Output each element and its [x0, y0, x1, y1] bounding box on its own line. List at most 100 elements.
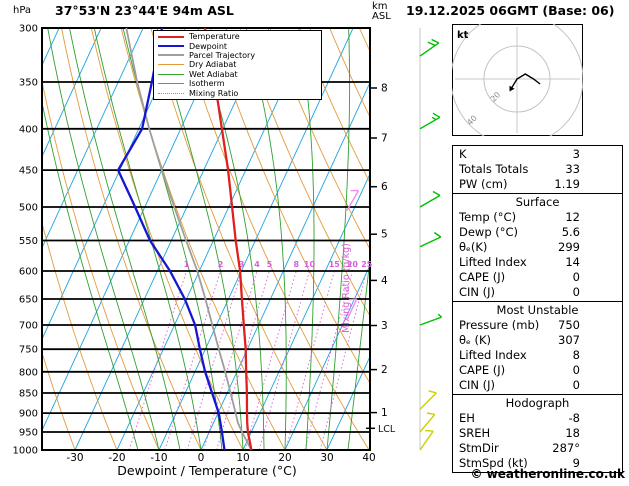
svg-text:6: 6: [381, 181, 388, 193]
mixing-ratio-labels: 1 2 3 4 5 8 10 15 20 25: [184, 260, 373, 269]
legend-swatch: [158, 35, 184, 38]
svg-text:500: 500: [19, 203, 38, 214]
stat-value: 0: [572, 270, 580, 284]
wind-barb: [419, 412, 436, 433]
svg-text:-10: -10: [150, 452, 167, 464]
stat-row: Totals Totals 33: [453, 162, 622, 177]
pressure-tick-labels: 300 350 400 450 500 550 600 650 700 750 800 850 900 9…: [13, 24, 38, 457]
svg-text:25: 25: [361, 260, 373, 269]
stat-row: PW (cm) 1.19: [453, 177, 622, 192]
legend-label: Wet Adiabat: [189, 69, 238, 79]
wind-barb: [346, 189, 360, 211]
svg-text:800: 800: [19, 367, 38, 378]
svg-text:40: 40: [362, 452, 375, 464]
stat-label: StmSpd (kt): [459, 456, 528, 470]
hodograph-unit-label: kt: [457, 30, 469, 41]
x-tick-labels: -30 -20 -10 0 10 20 30 40: [66, 452, 375, 464]
stat-row: CIN (J) 0: [453, 285, 622, 300]
stat-value: 299: [558, 240, 580, 254]
stat-row: Dewp (°C) 5.6: [453, 225, 622, 240]
svg-text:750: 750: [19, 345, 38, 356]
svg-text:850: 850: [19, 389, 38, 400]
legend-item-isotherm: Isotherm: [154, 79, 321, 88]
wind-barb: [419, 390, 437, 410]
stat-value: 33: [565, 162, 580, 176]
stat-value: 287°: [552, 441, 580, 455]
legend-swatch: [158, 64, 184, 66]
stat-value: 1.19: [554, 177, 580, 191]
stat-value: 307: [558, 333, 580, 347]
legend-label: Dry Adiabat: [189, 60, 237, 70]
stat-row: CAPE (J) 0: [453, 270, 622, 285]
stat-label: EH: [459, 411, 475, 425]
legend-swatch: [158, 73, 184, 75]
km-unit-label: km: [372, 1, 388, 12]
stat-value: 14: [565, 255, 580, 269]
svg-text:300: 300: [19, 24, 38, 35]
svg-text:8: 8: [381, 83, 388, 95]
legend-label: Mixing Ratio: [189, 88, 239, 98]
svg-text:900: 900: [19, 409, 38, 420]
svg-text:10: 10: [236, 452, 249, 464]
svg-text:950: 950: [19, 428, 38, 439]
svg-text:1: 1: [184, 260, 190, 269]
svg-text:450: 450: [19, 166, 38, 177]
wind-barb: [419, 429, 434, 451]
svg-text:7: 7: [381, 133, 388, 145]
wind-barb: [419, 231, 442, 248]
stat-label: StmDir: [459, 441, 499, 455]
stat-value: 9: [572, 456, 580, 470]
stat-label: Dewp (°C): [459, 225, 519, 239]
stat-value: 0: [572, 285, 580, 299]
copyright: © weatheronline.co.uk: [470, 467, 625, 481]
stats-section: Hodograph EH -8 SREH 18 StmDir 287° StmSpd (kt)…: [453, 394, 622, 472]
stat-row: CIN (J) 0: [453, 378, 622, 393]
stat-label: Lifted Index: [459, 255, 527, 269]
legend-item-wet_adiabat: Wet Adiabat: [154, 70, 321, 79]
svg-text:LCL: LCL: [378, 424, 396, 435]
stat-label: PW (cm): [459, 177, 508, 191]
svg-text:10: 10: [304, 260, 316, 269]
stat-row: Pressure (mb) 750: [453, 318, 622, 333]
legend-label: Isotherm: [189, 79, 225, 89]
stat-value: 5.6: [561, 225, 580, 239]
svg-text:0: 0: [198, 452, 205, 464]
wind-barb: [419, 313, 443, 326]
svg-text:2: 2: [381, 364, 388, 376]
pressure-unit-label: hPa: [13, 5, 32, 16]
stat-label: Totals Totals: [459, 162, 529, 176]
svg-text:400: 400: [19, 124, 38, 135]
legend-item-parcel: Parcel Trajectory: [154, 51, 321, 60]
chart-legend: Temperature Dewpoint Parcel Trajectory Dry …: [153, 30, 322, 100]
svg-text:550: 550: [19, 236, 38, 247]
svg-text:600: 600: [19, 267, 38, 278]
temperature-curve: [203, 27, 253, 451]
stat-value: 12: [565, 210, 580, 224]
svg-text:4: 4: [254, 260, 260, 269]
legend-label: Temperature: [189, 32, 240, 42]
svg-text:-20: -20: [108, 452, 125, 464]
station-title: 37°53'N 23°44'E 94m ASL: [55, 3, 234, 18]
legend-label: Parcel Trajectory: [189, 50, 256, 60]
stat-row: CAPE (J) 0: [453, 363, 622, 378]
stat-row: Lifted Index 8: [453, 348, 622, 363]
wind-barb: [419, 190, 441, 208]
wind-barb: [346, 298, 358, 321]
stat-label: CIN (J): [459, 378, 496, 392]
stat-row: Temp (°C) 12: [453, 210, 622, 225]
stat-row: θₑ (K) 307: [453, 333, 622, 348]
legend-label: Dewpoint: [189, 41, 228, 51]
hodograph-trace: [511, 73, 541, 88]
stat-label: θₑ (K): [459, 333, 492, 347]
svg-text:20: 20: [347, 260, 359, 269]
asl-unit-label: ASL: [372, 11, 391, 22]
stat-value: 750: [558, 318, 580, 332]
run-datetime: 19.12.2025 06GMT (Base: 06): [406, 3, 615, 18]
svg-text:-30: -30: [66, 452, 83, 464]
legend-swatch: [158, 83, 184, 85]
wind-barb: [419, 112, 441, 130]
